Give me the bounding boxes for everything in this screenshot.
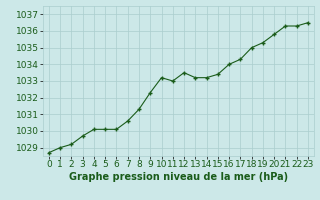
- X-axis label: Graphe pression niveau de la mer (hPa): Graphe pression niveau de la mer (hPa): [69, 172, 288, 182]
